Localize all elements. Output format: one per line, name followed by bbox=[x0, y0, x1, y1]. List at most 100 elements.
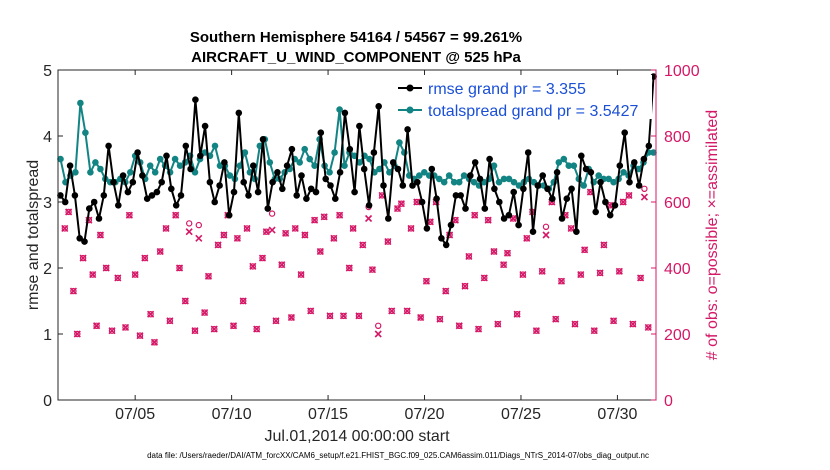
obs-assimilated-stroke bbox=[384, 238, 392, 246]
obs-assimilated-point bbox=[243, 224, 251, 232]
obs-assimilated-point bbox=[542, 231, 550, 239]
right-y-tick-label: 400 bbox=[664, 261, 691, 278]
totalspread-point bbox=[570, 162, 578, 169]
obs-assimilated-point bbox=[141, 254, 149, 262]
obs-assimilated-stroke bbox=[349, 224, 357, 232]
obs-possible-point bbox=[485, 216, 492, 224]
obs-assimilated-point bbox=[262, 228, 270, 236]
rmse-point bbox=[269, 178, 276, 186]
x-tick-label: 07/05 bbox=[115, 406, 155, 423]
totalspread-point bbox=[77, 99, 84, 107]
rmse-point bbox=[645, 142, 653, 150]
rmse-point bbox=[510, 188, 517, 196]
obs-possible-point bbox=[513, 311, 521, 318]
obs-possible-point bbox=[533, 327, 540, 334]
rmse-point bbox=[124, 188, 132, 196]
obs-assimilated-point bbox=[102, 264, 110, 272]
rmse-point bbox=[631, 159, 638, 166]
obs-possible-point bbox=[61, 225, 69, 232]
rmse-point bbox=[404, 126, 411, 133]
obs-assimilated-point bbox=[249, 262, 257, 270]
rmse-point bbox=[317, 129, 325, 136]
obs-assimilated-point bbox=[480, 274, 488, 282]
obs-assimilated-stroke bbox=[330, 234, 338, 242]
obs-possible-point bbox=[404, 307, 411, 315]
obs-possible-point bbox=[172, 211, 179, 219]
obs-assimilated-point bbox=[121, 323, 130, 331]
obs-assimilated-stroke bbox=[417, 313, 425, 322]
obs-assimilated-stroke bbox=[268, 226, 276, 234]
totalspread-point bbox=[376, 165, 383, 173]
rmse-point bbox=[76, 235, 83, 242]
obs-assimilated-stroke bbox=[93, 322, 101, 330]
rmse-point bbox=[467, 172, 474, 179]
obs-possible-point bbox=[637, 274, 644, 282]
obs-possible-point bbox=[89, 271, 96, 278]
obs-possible-point bbox=[571, 320, 579, 328]
obs-possible-point bbox=[311, 216, 318, 224]
rmse-point bbox=[626, 178, 633, 186]
totalspread-point bbox=[460, 172, 468, 179]
obs-possible-point bbox=[398, 200, 405, 207]
obs-possible-point bbox=[297, 271, 305, 278]
rmse-point bbox=[279, 185, 286, 193]
rmse-point bbox=[365, 202, 373, 209]
obs-possible-point bbox=[268, 210, 276, 217]
obs-possible-point bbox=[321, 213, 328, 220]
obs-assimilated-stroke bbox=[625, 191, 633, 199]
totalspread-point bbox=[72, 169, 79, 176]
obs-assimilated-stroke bbox=[278, 261, 286, 269]
rmse-point bbox=[221, 159, 228, 166]
obs-assimilated-stroke bbox=[523, 234, 531, 242]
obs-assimilated-stroke bbox=[102, 264, 110, 272]
obs-assimilated-stroke bbox=[388, 307, 396, 315]
obs-possible-point bbox=[375, 322, 382, 329]
obs-assimilated-point bbox=[131, 271, 139, 279]
obs-possible-point bbox=[465, 253, 473, 260]
rmse-point bbox=[230, 188, 238, 196]
obs-assimilated-point bbox=[619, 198, 627, 206]
obs-assimilated-point bbox=[625, 191, 633, 199]
rmse-point bbox=[312, 188, 320, 196]
obs-assimilated-point bbox=[166, 317, 174, 325]
rmse-point bbox=[283, 162, 291, 169]
obs-possible-point bbox=[239, 297, 247, 305]
rmse-point bbox=[307, 185, 315, 193]
rmse-point bbox=[602, 198, 609, 206]
obs-assimilated-stroke bbox=[141, 254, 149, 262]
obs-assimilated-stroke bbox=[61, 224, 69, 232]
rmse-point bbox=[563, 195, 571, 202]
obs-possible-point bbox=[490, 248, 498, 255]
obs-assimilated-point bbox=[253, 325, 261, 333]
obs-assimilated-point bbox=[229, 322, 238, 330]
obs-assimilated-stroke bbox=[513, 310, 521, 318]
obs-assimilated-point bbox=[326, 312, 334, 320]
rmse-point bbox=[322, 175, 330, 183]
obs-assimilated-stroke bbox=[108, 327, 116, 335]
obs-possible-point bbox=[330, 235, 338, 242]
obs-assimilated-point bbox=[330, 234, 338, 242]
obs-assimilated-point bbox=[150, 338, 159, 346]
obs-assimilated-stroke bbox=[359, 241, 367, 249]
rmse-point bbox=[520, 185, 527, 193]
totalspread-point bbox=[57, 155, 64, 163]
obs-possible-point bbox=[272, 317, 280, 324]
obs-possible-point bbox=[461, 282, 469, 290]
obs-assimilated-point bbox=[494, 320, 502, 328]
obs-assimilated-stroke bbox=[297, 271, 305, 279]
x-axis: 07/05 07/10 07/15 07/20 07/25 07/30 bbox=[115, 70, 638, 423]
totalspread-point bbox=[421, 169, 428, 176]
rmse-point bbox=[182, 142, 190, 150]
rmse-point bbox=[611, 202, 619, 209]
rmse-point bbox=[544, 185, 551, 193]
obs-possible-point bbox=[70, 287, 77, 295]
totalspread-point bbox=[560, 155, 568, 163]
totalspread-point bbox=[156, 155, 164, 163]
obs-assimilated-point bbox=[484, 216, 492, 224]
totalspread-point bbox=[605, 175, 612, 183]
rmse-point bbox=[245, 192, 252, 199]
obs-assimilated-point bbox=[108, 327, 116, 335]
right-y-tick-label: 800 bbox=[664, 129, 691, 146]
totalspread-point bbox=[386, 169, 393, 176]
rmse-point bbox=[592, 208, 599, 216]
